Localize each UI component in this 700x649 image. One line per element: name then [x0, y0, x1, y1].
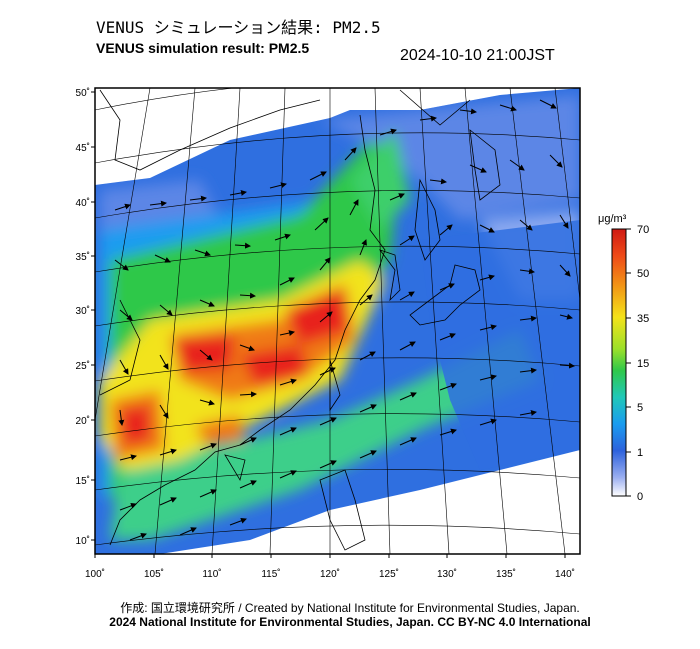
title-english: VENUS simulation result: PM2.5	[96, 40, 310, 56]
colorbar-tick-label: 50	[637, 268, 649, 280]
lat-label: 35˚	[76, 251, 90, 263]
colorbar-unit: μg/m³	[598, 213, 627, 225]
latitude-ticks	[91, 91, 95, 541]
lon-label: 105˚	[144, 568, 164, 580]
lat-label: 10˚	[76, 535, 90, 547]
colorbar-tick-label: 15	[637, 358, 649, 370]
lon-label: 140˚	[555, 568, 575, 580]
longitude-ticks	[94, 554, 566, 558]
lat-label: 15˚	[76, 475, 90, 487]
lon-label: 110˚	[202, 568, 221, 580]
coastlines	[99, 89, 501, 551]
credit-line: 作成: 国立環境研究所 / Created by National Instit…	[120, 601, 580, 615]
wind-vectors	[114, 99, 575, 541]
forecast-datetime: 2024-10-10 21:00JST	[400, 47, 555, 64]
colorbar-tick-label: 0	[637, 491, 643, 503]
colorbar-ticks: 70 50 35 15 5 1 0	[637, 224, 649, 503]
graticule	[95, 88, 580, 554]
lat-label: 45˚	[76, 142, 90, 154]
lat-label: 25˚	[76, 360, 90, 372]
lat-label: 30˚	[76, 305, 90, 317]
lat-label: 20˚	[76, 415, 90, 427]
lon-label: 130˚	[437, 568, 457, 580]
lon-label: 115˚	[261, 568, 280, 580]
colorbar-tick-label: 5	[637, 402, 643, 414]
colorbar-tick-marks	[626, 228, 631, 497]
title-japanese: VENUS シミュレーション結果: PM2.5	[96, 18, 381, 37]
lon-label: 100˚	[85, 568, 105, 580]
lat-label: 40˚	[76, 197, 90, 209]
lon-label: 135˚	[496, 568, 516, 580]
colorbar-tick-label: 70	[637, 224, 649, 236]
latitude-labels: 50˚ 45˚ 40˚ 35˚ 30˚ 25˚ 20˚ 15˚ 10˚	[76, 87, 90, 547]
lon-label: 120˚	[320, 568, 340, 580]
colorbar-tick-label: 1	[637, 447, 643, 459]
longitude-labels: 100˚ 105˚ 110˚ 115˚ 120˚ 125˚ 130˚ 135˚ …	[85, 568, 575, 580]
colorbar	[611, 228, 627, 497]
colorbar-tick-label: 35	[637, 313, 649, 325]
lon-label: 125˚	[379, 568, 399, 580]
copyright-line: 2024 National Institute for Environmenta…	[109, 615, 591, 629]
plot-frame	[94, 87, 581, 555]
lat-label: 50˚	[76, 87, 90, 99]
